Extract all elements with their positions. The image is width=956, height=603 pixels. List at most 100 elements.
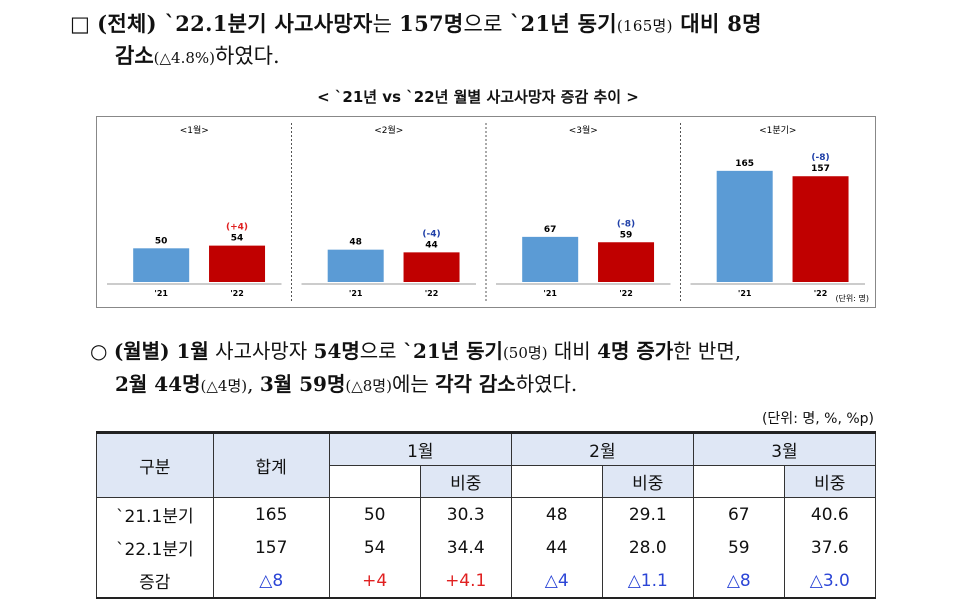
summary-particle: 는 bbox=[372, 12, 400, 36]
table-cell: 37.6 bbox=[783, 531, 877, 564]
x-tick-label: '21 bbox=[349, 289, 363, 298]
table-cell: 28.0 bbox=[601, 531, 694, 564]
data-label: 67 bbox=[544, 225, 557, 235]
table-cell: 48 bbox=[510, 497, 603, 531]
monthly-text-3: 대비 bbox=[547, 339, 598, 363]
change-cell: +4 bbox=[328, 564, 421, 599]
monthly-line-2: 2월 44명(△4명), 3월 59명(△8명)에는 각각 감소하였다. bbox=[115, 368, 577, 397]
summary-line-2: 감소(△4.8%)하였다. bbox=[115, 40, 280, 70]
x-tick-label: '22 bbox=[814, 289, 828, 298]
monthly-text-2: 으로 bbox=[359, 339, 403, 363]
x-tick-label: '21 bbox=[154, 289, 168, 298]
table-cell: 54 bbox=[328, 531, 421, 564]
bar bbox=[792, 176, 849, 282]
data-label: 59 bbox=[620, 230, 633, 240]
row-label: `21.1분기 bbox=[96, 497, 214, 531]
stats-table: 구분 합계 1월 2월 3월 비중 비중 비중 `21.1분기 165 50 3… bbox=[96, 431, 877, 599]
monthly-mar-count: 3월 59명 bbox=[259, 372, 346, 396]
table-cell: 165 bbox=[212, 497, 330, 531]
data-label: 157 bbox=[811, 164, 830, 174]
monthly-text-5: 에는 bbox=[391, 372, 436, 396]
summary-prev-period: `21년 동기 bbox=[509, 11, 617, 36]
x-tick-label: '22 bbox=[619, 289, 633, 298]
header-mar-count bbox=[692, 465, 785, 498]
table-row: 증감 △8 +4 +4.1 △4 △1.1 △8 △3.0 bbox=[96, 564, 877, 599]
header-total: 합계 bbox=[212, 431, 330, 498]
header-jan: 1월 bbox=[328, 431, 512, 466]
change-cell: +4.1 bbox=[419, 564, 512, 599]
bar bbox=[133, 248, 190, 282]
monthly-line-1: ○ (월별) 1월 사고사망자 54명으로 `21년 동기(50명) 대비 4명… bbox=[90, 335, 741, 364]
bar bbox=[716, 170, 773, 282]
bar bbox=[209, 245, 266, 282]
circle-bullet-icon: ○ bbox=[90, 339, 108, 363]
unit-label: (단위: 명) bbox=[835, 293, 869, 303]
table-row: `21.1분기 165 50 30.3 48 29.1 67 40.6 bbox=[96, 497, 877, 531]
data-label: 44 bbox=[425, 240, 438, 250]
bar bbox=[327, 249, 384, 282]
bar bbox=[598, 242, 655, 282]
summary-particle-2: 으로 bbox=[463, 12, 510, 36]
table-cell: 67 bbox=[692, 497, 785, 531]
x-tick-label: '21 bbox=[543, 289, 557, 298]
change-cell: △3.0 bbox=[783, 564, 877, 599]
square-bullet-icon: □ bbox=[70, 12, 91, 36]
summary-total: 157명 bbox=[399, 11, 464, 36]
change-cell: △4 bbox=[510, 564, 603, 599]
bar-chart: <1월> 50 '21 54 '22 (+4) <2월> 48 '21 44 '22 (-4) <3월>… bbox=[96, 116, 876, 308]
monthly-ending: 하였다. bbox=[515, 372, 578, 396]
change-label: (-8) bbox=[617, 219, 635, 229]
change-cell: △8 bbox=[212, 564, 330, 599]
header-jan-share: 비중 bbox=[419, 465, 512, 498]
monthly-feb-count: 2월 44명 bbox=[115, 372, 201, 396]
table-unit-label: (단위: 명, %, %p) bbox=[761, 411, 874, 427]
header-category: 구분 bbox=[96, 431, 214, 498]
monthly-decrease: 각각 감소 bbox=[435, 372, 516, 396]
summary-decrease-rate: (△4.8%) bbox=[153, 49, 215, 67]
monthly-increase: 4명 증가 bbox=[597, 339, 674, 363]
monthly-feb-change: (△4명) bbox=[200, 377, 248, 395]
header-jan-count bbox=[328, 465, 421, 498]
table-cell: 34.4 bbox=[419, 531, 512, 564]
group-label: <1월> bbox=[180, 124, 209, 136]
table-cell: 29.1 bbox=[601, 497, 694, 531]
x-tick-label: '22 bbox=[230, 289, 244, 298]
x-tick-label: '22 bbox=[425, 289, 439, 298]
header-mar: 3월 bbox=[692, 431, 877, 466]
summary-ending: 하였다. bbox=[215, 44, 280, 68]
monthly-jan-count: 54명 bbox=[313, 339, 360, 363]
monthly-comma: , bbox=[247, 372, 260, 396]
data-label: 54 bbox=[231, 234, 244, 244]
summary-decrease: 감소 bbox=[115, 43, 154, 68]
chart-title: < `21년 vs `22년 월별 사고사망자 증감 추이 > bbox=[317, 88, 639, 106]
header-feb-share: 비중 bbox=[601, 465, 694, 498]
summary-diff: 대비 8명 bbox=[672, 11, 762, 36]
table-row: `22.1분기 157 54 34.4 44 28.0 59 37.6 bbox=[96, 531, 877, 564]
table-cell: 59 bbox=[692, 531, 785, 564]
summary-prev-count: (165명) bbox=[616, 17, 673, 35]
monthly-prev-count: (50명) bbox=[502, 344, 548, 362]
monthly-text-4: 한 반면, bbox=[673, 339, 742, 363]
table-cell: 157 bbox=[212, 531, 330, 564]
table-cell: 50 bbox=[328, 497, 421, 531]
group-label: <1분기> bbox=[759, 125, 796, 136]
change-label: (+4) bbox=[226, 223, 248, 233]
group-label: <3월> bbox=[569, 124, 598, 136]
summary-line-1: □ (전체) `22.1분기 사고사망자는 157명으로 `21년 동기(165… bbox=[70, 8, 762, 38]
change-cell: △8 bbox=[692, 564, 785, 599]
change-cell: △1.1 bbox=[601, 564, 694, 599]
header-mar-share: 비중 bbox=[783, 465, 877, 498]
monthly-prev-period: `21년 동기 bbox=[402, 339, 503, 363]
table-cell: 30.3 bbox=[419, 497, 512, 531]
change-label: (-8) bbox=[811, 153, 829, 163]
x-tick-label: '21 bbox=[738, 289, 752, 298]
bar-chart-svg: <1월> 50 '21 54 '22 (+4) <2월> 48 '21 44 '22 (-4) <3월>… bbox=[107, 123, 869, 303]
bar bbox=[403, 252, 460, 282]
summary-subject: (전체) `22.1분기 사고사망자 bbox=[97, 11, 373, 36]
row-label: `22.1분기 bbox=[96, 531, 214, 564]
monthly-subject: (월별) 1월 bbox=[113, 339, 209, 363]
header-feb: 2월 bbox=[510, 431, 694, 466]
data-label: 165 bbox=[735, 159, 754, 169]
monthly-text-1: 사고사망자 bbox=[208, 339, 314, 363]
bar bbox=[522, 236, 579, 282]
